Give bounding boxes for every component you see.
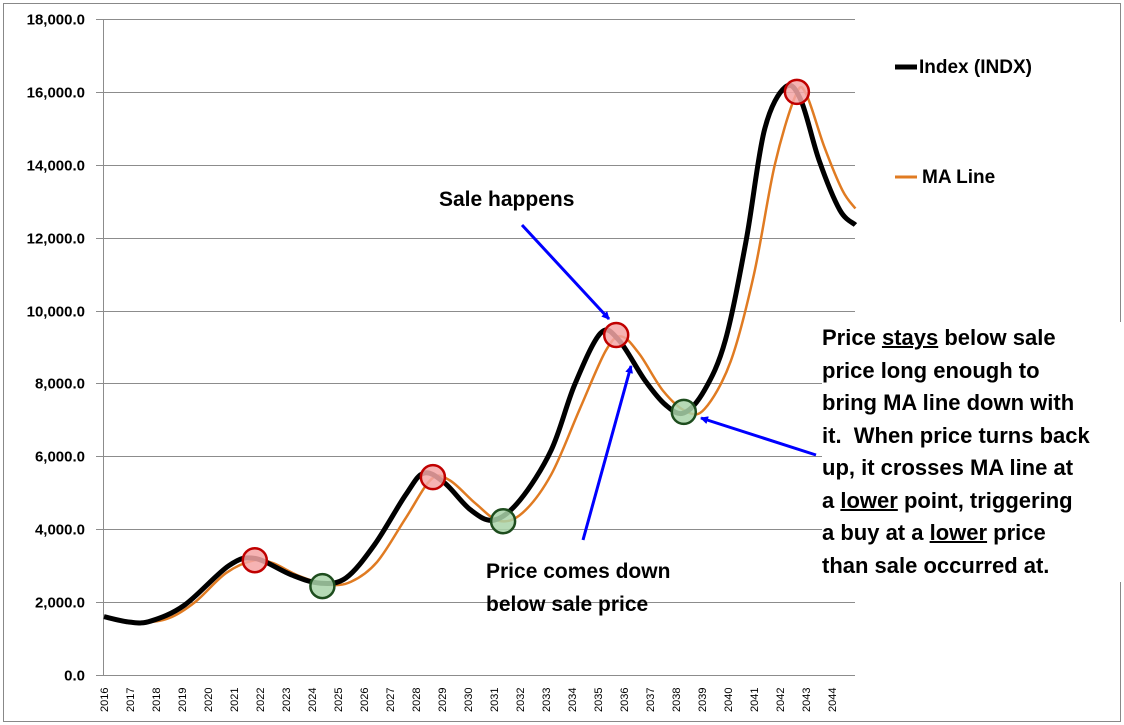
text: a buy at a	[822, 520, 930, 545]
arrow-price-down	[581, 365, 633, 541]
text: bring MA line down with	[822, 390, 1075, 415]
y-tick-label: 14,000.0	[27, 158, 85, 175]
x-tick-label: 2020	[203, 688, 215, 712]
sell-signal-marker	[602, 321, 630, 349]
buy-signal-marker	[489, 507, 517, 535]
x-tick-label: 2029	[437, 688, 449, 712]
text: than sale occurred at.	[822, 552, 1050, 578]
x-tick-label: 2035	[593, 688, 605, 712]
annotation-arrows	[520, 223, 817, 541]
x-tick-label: 2034	[567, 688, 579, 712]
legend-label-index: Index (INDX)	[919, 57, 1032, 78]
annotation-explanation: Price stays below sale price long enough…	[822, 322, 1122, 582]
legend-label-ma: MA Line	[922, 167, 995, 188]
y-tick-label: 2,000.0	[35, 595, 85, 612]
y-tick-label: 6,000.0	[35, 449, 85, 466]
y-tick-label: 0.0	[64, 668, 85, 685]
emphasis: lower	[840, 487, 898, 513]
x-tick-label: 2041	[749, 688, 761, 712]
x-tick-label: 2044	[827, 688, 839, 712]
sell-signal-marker	[783, 78, 811, 106]
sell-signal-marker	[419, 463, 447, 491]
x-tick-label: 2022	[255, 688, 267, 712]
y-tick-label: 4,000.0	[35, 522, 85, 539]
buy-signal-marker	[309, 572, 336, 600]
x-tick-label: 2037	[645, 688, 657, 712]
y-tick-label: 8,000.0	[35, 376, 85, 393]
emphasis: lower	[929, 520, 988, 545]
x-tick-label: 2031	[489, 688, 501, 712]
x-tick-label: 2018	[151, 688, 163, 712]
emphasis: stays	[881, 325, 939, 350]
x-tick-label: 2039	[697, 688, 709, 712]
text: Price	[822, 325, 882, 350]
text: price	[987, 520, 1046, 545]
x-tick-label: 2040	[723, 688, 735, 712]
annotation-price-down-2: below sale price	[486, 593, 648, 616]
legend: Index (INDX) MA Line	[895, 57, 1032, 188]
x-tick-label: 2025	[333, 688, 345, 712]
text: below sale	[938, 325, 1056, 350]
x-tick-label: 2028	[411, 688, 423, 712]
x-tick-label: 2042	[775, 688, 787, 712]
x-tick-label: 2043	[801, 688, 813, 712]
x-tick-label: 2021	[229, 688, 241, 712]
x-tick-label: 2017	[125, 688, 137, 712]
x-tick-label: 2030	[463, 688, 475, 712]
x-tick-label: 2024	[307, 688, 319, 712]
annotation-price-down-1: Price comes down	[486, 560, 670, 583]
arrow-sale-happens	[520, 223, 611, 321]
annotation-sale-happens: Sale happens	[439, 188, 574, 211]
text: point, triggering	[897, 487, 1073, 513]
x-tick-label: 2036	[619, 688, 631, 712]
y-tick-label: 16,000.0	[27, 85, 85, 102]
x-tick-label: 2033	[541, 688, 553, 712]
y-tick-label: 10,000.0	[27, 304, 85, 321]
sell-signal-marker	[241, 546, 269, 574]
x-tick-label: 2038	[671, 688, 683, 712]
text: up, it crosses MA line at	[822, 455, 1074, 480]
x-tick-label: 2027	[385, 688, 397, 712]
x-tick-label: 2016	[99, 688, 111, 712]
text: price long enough to	[822, 357, 1040, 383]
x-tick-label: 2023	[281, 688, 293, 712]
y-tick-label: 12,000.0	[27, 231, 85, 248]
x-tick-label: 2019	[177, 688, 189, 712]
y-tick-label: 18,000.0	[27, 12, 85, 29]
x-tick-label: 2026	[359, 688, 371, 712]
arrow-buy-lower	[700, 416, 817, 457]
text: it. When price turns back	[822, 422, 1090, 448]
text: a	[822, 487, 841, 513]
x-tick-label: 2032	[515, 688, 527, 712]
buy-signal-marker	[670, 398, 698, 426]
